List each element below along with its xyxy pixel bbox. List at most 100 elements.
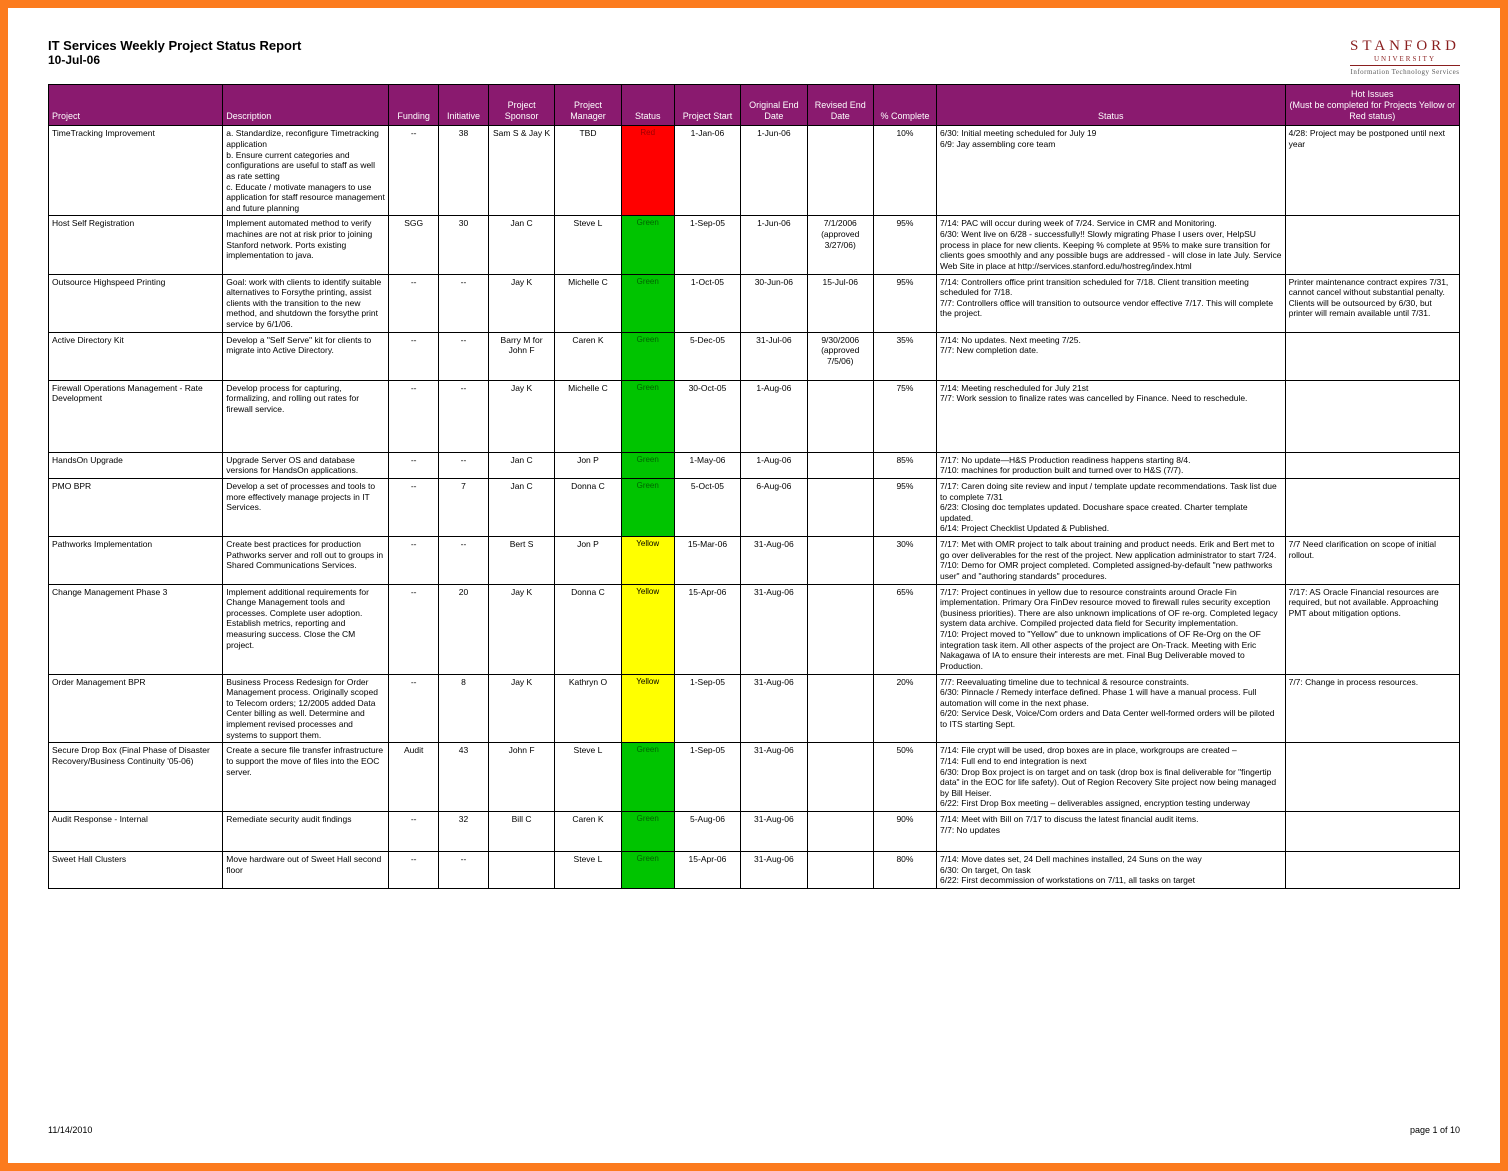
table-row: Active Directory KitDevelop a "Self Serv… [49, 332, 1460, 380]
cell-hot [1285, 852, 1459, 889]
col-header: Hot Issues(Must be completed for Project… [1285, 85, 1459, 126]
cell-funding: -- [389, 478, 439, 536]
cell-status-text: 7/17: Met with OMR project to talk about… [937, 537, 1286, 585]
cell-project: Pathworks Implementation [49, 537, 223, 585]
cell-description: Move hardware out of Sweet Hall second f… [223, 852, 389, 889]
cell-initiative: 43 [439, 743, 489, 812]
cell-orig-end: 30-Jun-06 [741, 274, 807, 332]
footer-right: page 1 of 10 [1410, 1125, 1460, 1135]
col-header: Status [621, 85, 674, 126]
cell-start: 5-Oct-05 [674, 478, 740, 536]
cell-orig-end: 31-Aug-06 [741, 674, 807, 743]
cell-pm: Donna C [555, 584, 621, 674]
cell-orig-end: 31-Aug-06 [741, 743, 807, 812]
cell-project: Host Self Registration [49, 216, 223, 274]
cell-sponsor: Jay K [488, 584, 554, 674]
col-header: Project Manager [555, 85, 621, 126]
cell-pct: 20% [873, 674, 936, 743]
cell-start: 1-Jan-06 [674, 126, 740, 216]
logo-main: STANFORD [1350, 38, 1460, 55]
cell-initiative: -- [439, 332, 489, 380]
cell-orig-end: 1-Jun-06 [741, 216, 807, 274]
logo: STANFORD UNIVERSITY Information Technolo… [1350, 38, 1460, 76]
cell-status-text: 7/14: No updates. Next meeting 7/25.7/7:… [937, 332, 1286, 380]
cell-status-text: 7/17: Project continues in yellow due to… [937, 584, 1286, 674]
cell-pct: 90% [873, 812, 936, 852]
cell-funding: -- [389, 126, 439, 216]
status-table: ProjectDescriptionFundingInitiativeProje… [48, 84, 1460, 889]
cell-hot [1285, 380, 1459, 452]
cell-description: Create best practices for production Pat… [223, 537, 389, 585]
cell-project: PMO BPR [49, 478, 223, 536]
table-row: Outsource Highspeed PrintingGoal: work w… [49, 274, 1460, 332]
cell-funding: -- [389, 537, 439, 585]
cell-hot: 7/7 Need clarification on scope of initi… [1285, 537, 1459, 585]
cell-rev-end: 7/1/2006(approved 3/27/06) [807, 216, 873, 274]
cell-funding: -- [389, 852, 439, 889]
cell-pm: Caren K [555, 332, 621, 380]
table-row: Host Self RegistrationImplement automate… [49, 216, 1460, 274]
cell-status-badge: Yellow [621, 584, 674, 674]
cell-pm: Caren K [555, 812, 621, 852]
cell-project: Sweet Hall Clusters [49, 852, 223, 889]
header: IT Services Weekly Project Status Report… [48, 38, 1460, 76]
cell-hot [1285, 812, 1459, 852]
cell-hot: 7/7: Change in process resources. [1285, 674, 1459, 743]
cell-pct: 30% [873, 537, 936, 585]
cell-funding: -- [389, 380, 439, 452]
report-date: 10-Jul-06 [48, 53, 301, 67]
table-row: Secure Drop Box (Final Phase of Disaster… [49, 743, 1460, 812]
cell-start: 15-Apr-06 [674, 852, 740, 889]
cell-status-badge: Green [621, 812, 674, 852]
cell-status-text: 7/14: Controllers office print transitio… [937, 274, 1286, 332]
cell-rev-end [807, 537, 873, 585]
cell-start: 30-Oct-05 [674, 380, 740, 452]
cell-hot: Printer maintenance contract expires 7/3… [1285, 274, 1459, 332]
table-row: Audit Response - InternalRemediate secur… [49, 812, 1460, 852]
cell-rev-end [807, 812, 873, 852]
table-row: Pathworks ImplementationCreate best prac… [49, 537, 1460, 585]
cell-orig-end: 31-Aug-06 [741, 584, 807, 674]
cell-rev-end [807, 478, 873, 536]
cell-pct: 95% [873, 478, 936, 536]
cell-sponsor: Jan C [488, 478, 554, 536]
footer: 11/14/2010 page 1 of 10 [48, 1125, 1460, 1135]
cell-status-text: 7/17: No update—H&S Production readiness… [937, 452, 1286, 478]
cell-status-text: 7/17: Caren doing site review and input … [937, 478, 1286, 536]
cell-initiative: 7 [439, 478, 489, 536]
title-block: IT Services Weekly Project Status Report… [48, 38, 301, 67]
cell-orig-end: 31-Aug-06 [741, 852, 807, 889]
cell-description: Implement automated method to verify mac… [223, 216, 389, 274]
cell-project: Audit Response - Internal [49, 812, 223, 852]
cell-status-badge: Red [621, 126, 674, 216]
cell-initiative: -- [439, 852, 489, 889]
cell-sponsor: Bill C [488, 812, 554, 852]
cell-funding: -- [389, 332, 439, 380]
col-header: Funding [389, 85, 439, 126]
cell-initiative: 8 [439, 674, 489, 743]
cell-start: 5-Aug-06 [674, 812, 740, 852]
cell-pct: 35% [873, 332, 936, 380]
cell-hot: 4/28: Project may be postponed until nex… [1285, 126, 1459, 216]
cell-start: 1-Sep-05 [674, 674, 740, 743]
cell-pm: Jon P [555, 537, 621, 585]
cell-pct: 50% [873, 743, 936, 812]
cell-initiative: -- [439, 452, 489, 478]
cell-sponsor: John F [488, 743, 554, 812]
cell-description: Implement additional requirements for Ch… [223, 584, 389, 674]
cell-status-text: 7/14: PAC will occur during week of 7/24… [937, 216, 1286, 274]
col-header: Revised End Date [807, 85, 873, 126]
cell-sponsor: Jan C [488, 452, 554, 478]
cell-funding: -- [389, 812, 439, 852]
cell-status-badge: Green [621, 332, 674, 380]
cell-start: 5-Dec-05 [674, 332, 740, 380]
cell-status-badge: Green [621, 274, 674, 332]
col-header: Description [223, 85, 389, 126]
cell-funding: -- [389, 274, 439, 332]
cell-rev-end [807, 674, 873, 743]
col-header: Project Start [674, 85, 740, 126]
cell-status-badge: Green [621, 743, 674, 812]
cell-project: Change Management Phase 3 [49, 584, 223, 674]
cell-pct: 95% [873, 216, 936, 274]
col-header: Project Sponsor [488, 85, 554, 126]
